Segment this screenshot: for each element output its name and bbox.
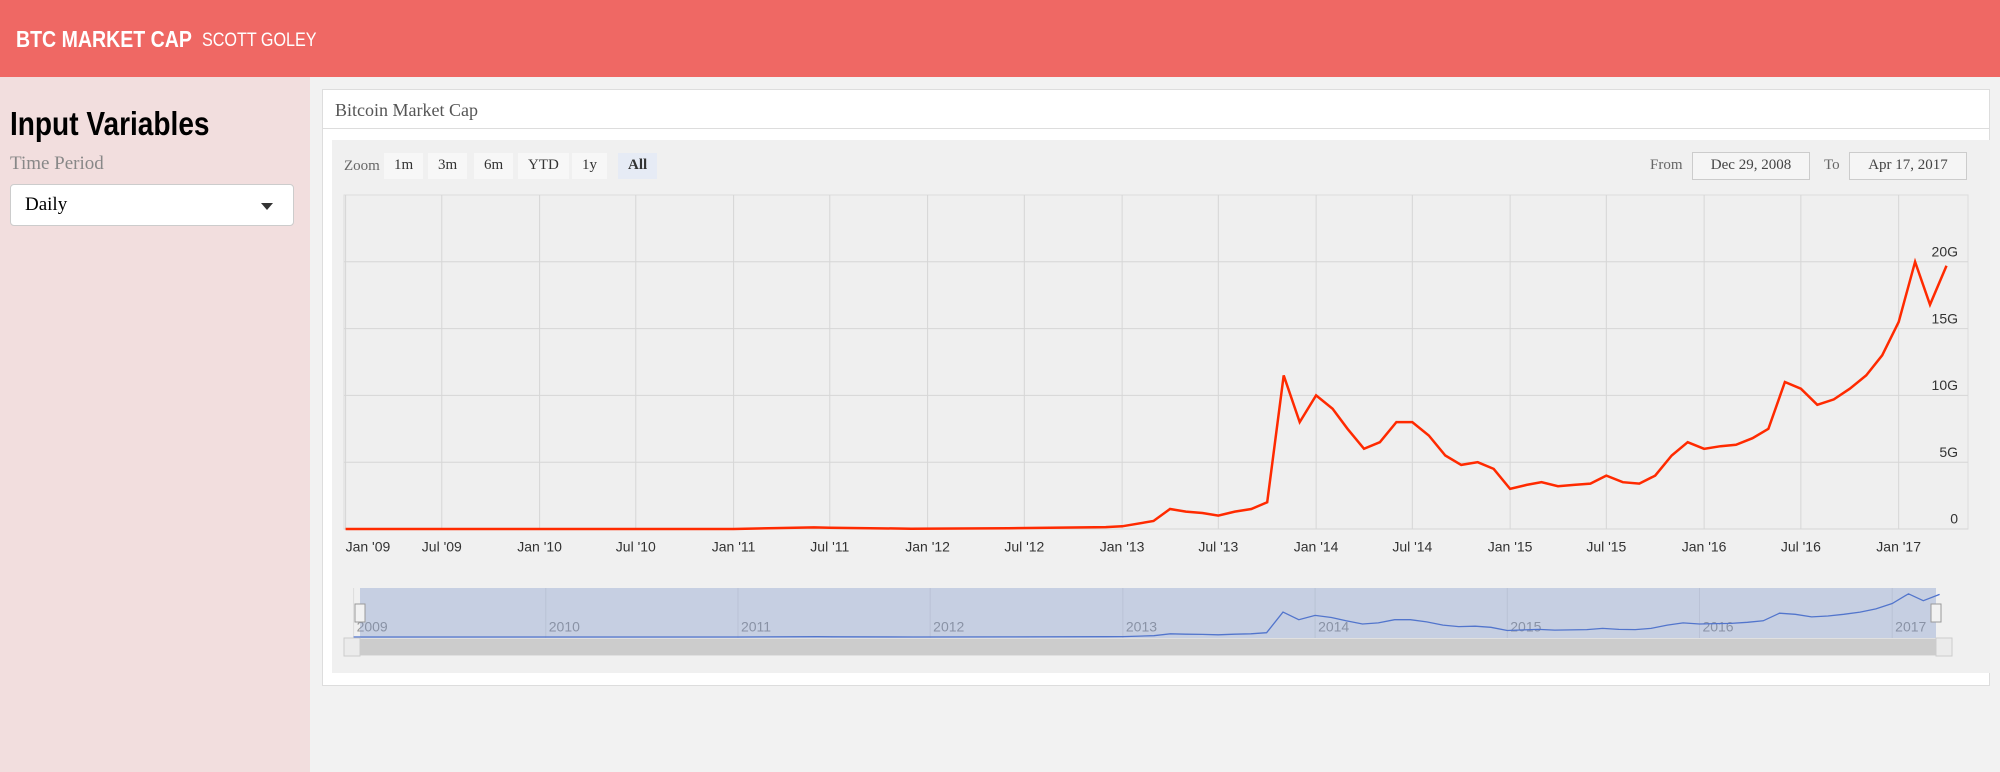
zoom-button[interactable]: 1m	[384, 153, 424, 179]
zoom-button[interactable]: YTD	[518, 153, 569, 179]
zoom-button[interactable]: 3m	[428, 153, 468, 179]
sidebar-title: Input Variables	[10, 105, 210, 142]
sidebar: Input Variables Time Period Daily	[0, 77, 310, 772]
navbar: BTC MARKET CAP SCOTT GOLEY	[0, 0, 2000, 77]
input-label: Time Period	[10, 153, 104, 174]
panel-title: Bitcoin Market Cap	[335, 100, 478, 120]
chart-area	[332, 140, 1990, 673]
to-input[interactable]: Apr 17, 2017	[1849, 152, 1967, 180]
author[interactable]: SCOTT GOLEY	[202, 30, 317, 51]
select[interactable]: Daily	[10, 184, 294, 226]
zoom-button[interactable]: All	[618, 153, 658, 179]
divider	[323, 128, 1989, 129]
from-label: From	[1650, 157, 1683, 173]
from-input[interactable]: Dec 29, 2008	[1692, 152, 1810, 180]
zoom-button[interactable]: 6m	[474, 153, 514, 179]
zoom-button[interactable]: 1y	[572, 153, 607, 179]
brand[interactable]: BTC MARKET CAP	[16, 26, 192, 52]
to-label: To	[1824, 157, 1840, 173]
zoom-label: Zoom	[344, 158, 380, 174]
